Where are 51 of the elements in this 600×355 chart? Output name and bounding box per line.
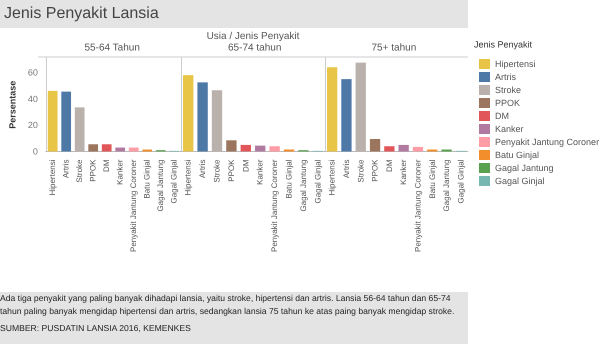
x-tick-label: Kanker	[399, 159, 408, 185]
x-tick-label: PPOK	[88, 158, 98, 182]
x-tick-label: DM	[102, 159, 112, 172]
x-tick-label: Batu Ginjal	[284, 159, 294, 199]
chart-title: 55-64 Tahun	[84, 42, 140, 54]
legend-label: Stroke	[495, 85, 522, 95]
y-axis-title: Persentase	[8, 80, 18, 129]
legend-label: DM	[495, 111, 509, 121]
x-tick-label: Stroke	[75, 158, 84, 183]
legend-label: Penyakit Jantung Coroner	[495, 137, 600, 147]
x-tick-label: PPOK	[370, 158, 380, 182]
x-tick-label: PPOK	[226, 158, 236, 182]
x-tick-label: Kanker	[256, 159, 265, 185]
x-tick-label: Gagal Jantung	[156, 160, 166, 212]
x-tick-label: DM	[384, 159, 394, 172]
legend-label: Artris	[495, 72, 516, 82]
text: Usia / Jenis Penyakit	[206, 31, 300, 42]
legend-label: Kanker	[495, 124, 524, 134]
x-tick-label: DM	[241, 159, 250, 172]
x-tick-label: Penyakit Jantung Coroner	[413, 159, 422, 252]
text: SUMBER: PUSDATIN LANSIA 2016, KEMENKES	[0, 322, 192, 334]
x-tick-label: Batu Ginjal	[142, 159, 152, 199]
y-tick-label: 60	[28, 67, 38, 78]
x-tick-label: Gagal Ginjal	[456, 159, 466, 204]
text: Jenis Penyakit Lansia	[0, 0, 468, 28]
chart-title: 65-74 tahun	[228, 42, 282, 54]
x-tick-label: Gagal Jantung	[298, 160, 308, 212]
y-tick-label: 40	[28, 94, 38, 104]
legend-label: Hipertensi	[495, 59, 536, 69]
x-tick-label: Penyakit Jantung Coroner	[129, 159, 138, 252]
y-tick-label: 20	[28, 120, 38, 130]
x-tick-label: Artris	[198, 160, 208, 178]
x-tick-label: Hipertensi	[48, 159, 58, 196]
x-tick-label: Stroke	[356, 158, 366, 183]
x-tick-label: Kanker	[116, 159, 125, 185]
x-tick-label: Penyakit Jantung Coroner	[270, 159, 280, 252]
chart-title: 75+ tahun	[372, 42, 416, 54]
x-tick-label: Gagal Ginjal	[313, 159, 322, 204]
x-tick-label: Hipertensi	[328, 159, 337, 196]
x-tick-label: Stroke	[212, 158, 222, 183]
x-tick-label: Gagal Ginjal	[170, 159, 179, 204]
y-tick-label: 0	[32, 146, 38, 156]
x-tick-label: Batu Ginjal	[428, 159, 437, 199]
x-tick-label: Artris	[342, 160, 351, 178]
text: Ada tiga penyakit yang paling banyak dihadapi lansia, yaitu stroke, hipertensi dan artris. Lansia 56-64 tahun dan 65-74 tahun paling banyak mengidap hipertensi dan artris, sedangkan lansia 75 tahun ke atas paing banyak mengidap stroke.	[0, 292, 456, 317]
legend-title: Jenis Penyakit	[474, 40, 533, 50]
x-tick-label: Artris	[62, 160, 71, 178]
legend-label: PPOK	[495, 98, 520, 108]
legend-label: Batu Ginjal	[495, 150, 540, 160]
x-tick-label: Hipertensi	[184, 159, 193, 196]
x-tick-label: Gagal Jantung	[442, 160, 452, 212]
